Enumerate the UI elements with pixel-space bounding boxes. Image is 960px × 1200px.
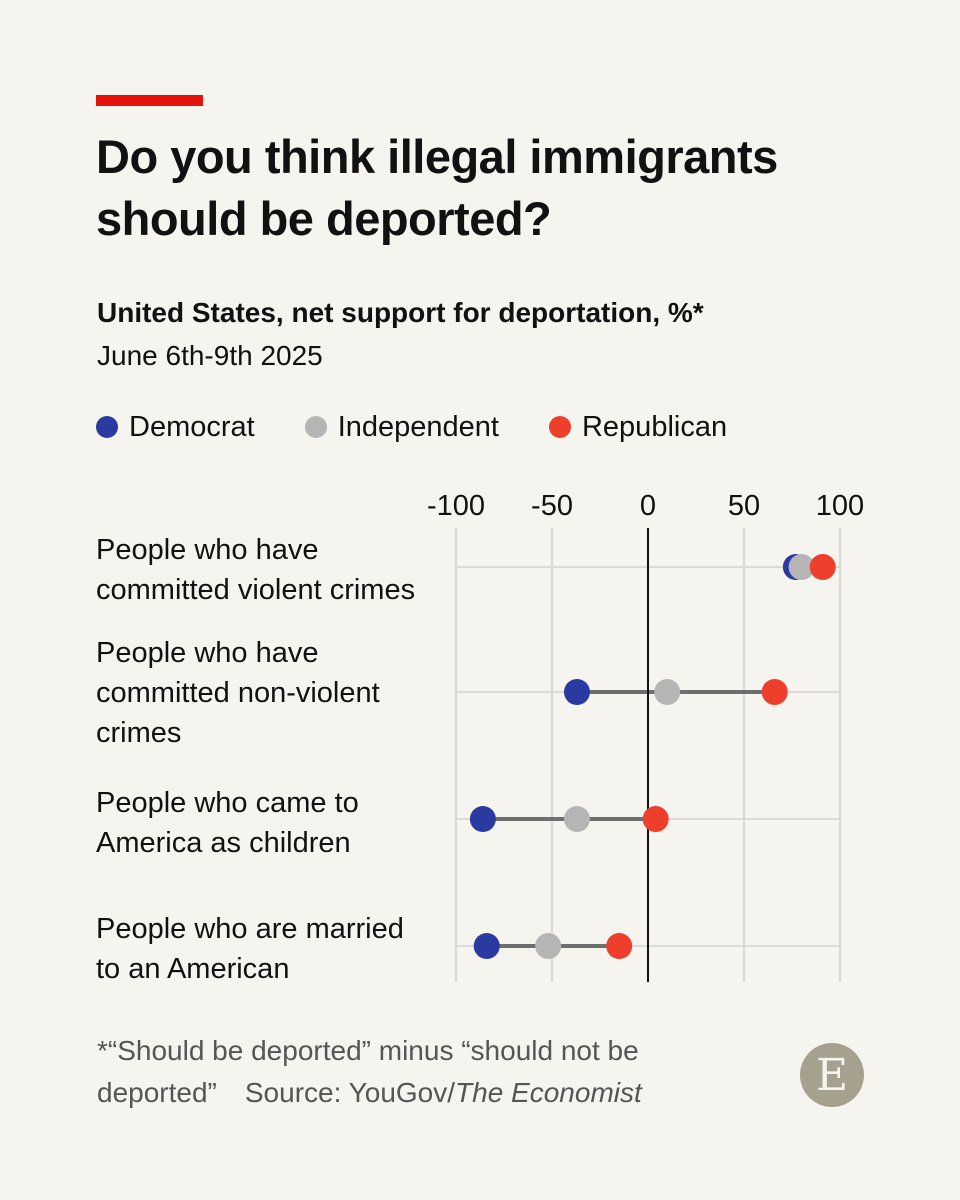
dot-democrat (469, 806, 496, 832)
legend-label-republican: Republican (581, 410, 728, 443)
x-tick-label: -100 (427, 490, 485, 522)
row-label-violent-crimes: People who have committed violent crimes (96, 530, 446, 610)
x-tick-label: 100 (816, 490, 864, 522)
legend: Democrat Independent Republican (96, 407, 777, 447)
legend-item-independent: Independent (304, 410, 499, 444)
logo-letter: E (815, 1049, 849, 1101)
row-label-line: People who have (96, 637, 319, 669)
dot-independent (788, 554, 815, 580)
dot-independent (535, 933, 562, 959)
economist-logo: E (800, 1043, 864, 1107)
row-label-line: committed non-violent (96, 677, 380, 709)
source-publication: The Economist (455, 1077, 642, 1108)
legend-label-democrat: Democrat (129, 410, 255, 443)
row-label-came-as-children: People who came to America as children (96, 783, 446, 863)
x-tick-label: 50 (728, 490, 760, 522)
row-label-line: committed violent crimes (96, 574, 416, 606)
x-tick-label: 0 (640, 490, 656, 522)
row-label-married-to-american: People who are married to an American (96, 909, 446, 989)
row-label-line: to an American (96, 953, 290, 985)
dot-independent (654, 679, 681, 705)
row-label-line: America as children (96, 827, 351, 859)
legend-dot-independent (304, 416, 327, 438)
dot-republican (809, 554, 836, 580)
legend-item-republican: Republican (548, 410, 728, 444)
dot-democrat (473, 933, 500, 959)
row-label-line: People who are married (96, 913, 404, 945)
dot-democrat (563, 679, 590, 705)
chart-subtitle: United States, net support for deportati… (97, 297, 704, 328)
legend-label-independent: Independent (337, 410, 499, 443)
footnote-text: *“Should be deported” minus “should not … (97, 1035, 639, 1108)
chart-date-range: June 6th-9th 2025 (97, 340, 323, 371)
dot-independent (563, 806, 590, 832)
source-text: Source: YouGov/The Economist (245, 1077, 642, 1108)
row-label-line: crimes (96, 717, 182, 749)
row-label-line: People who came to (96, 787, 359, 819)
legend-dot-republican (548, 416, 571, 438)
footnote: *“Should be deported” minus “should not … (97, 1030, 797, 1114)
source-prefix: Source: YouGov/ (244, 1077, 456, 1108)
dot-republican (761, 679, 788, 705)
dot-republican (606, 933, 633, 959)
x-tick-label: -50 (531, 490, 573, 522)
legend-dot-democrat (96, 416, 118, 438)
legend-item-democrat: Democrat (96, 411, 255, 444)
row-label-line: People who have (96, 534, 319, 566)
dot-republican (642, 806, 669, 832)
accent-bar (96, 95, 203, 106)
row-label-non-violent-crimes: People who have committed non-violent cr… (96, 633, 446, 753)
chart-title: Do you think illegal immigrants should b… (96, 130, 778, 245)
